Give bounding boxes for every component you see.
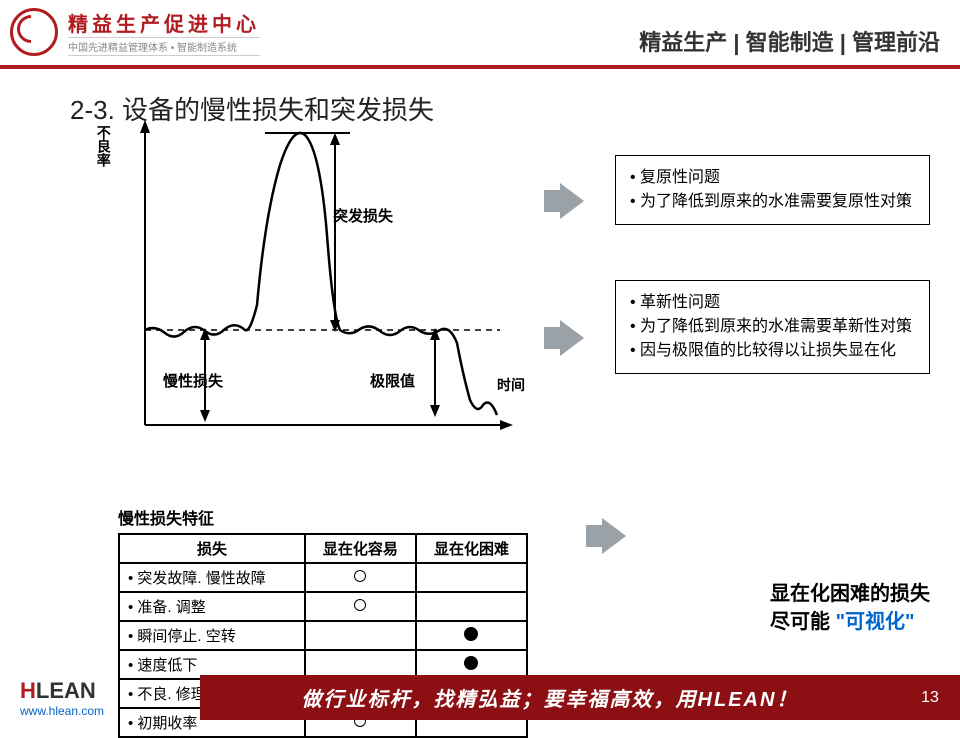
header-divider — [0, 65, 960, 69]
header: 精益生产促进中心 中国先进精益管理体系 • 智能制造系统 精益生产 | 智能制造… — [0, 0, 960, 70]
box-innovation: 革新性问题为了降低到原来的水准需要革新性对策因与极限值的比较得以让损失显在化 — [615, 280, 930, 374]
footer-logo: HLEAN — [20, 678, 200, 704]
footer-left: HLEAN www.hlean.com — [0, 678, 200, 718]
row-label: • 准备. 调整 — [119, 592, 305, 621]
table-header: 显在化困难 — [416, 534, 527, 563]
header-tagline: 精益生产 | 智能制造 | 管理前沿 — [639, 25, 940, 57]
table-row: • 准备. 调整 — [119, 592, 527, 621]
footer-slogan: 做行业标杆，找精弘益；要幸福高效，用HLEAN！ — [200, 675, 900, 720]
info-item: 为了降低到原来的水准需要革新性对策 — [630, 315, 915, 339]
logo-subtitle: 中国先进精益管理体系 • 智能制造系统 — [68, 37, 260, 56]
arrow-icon — [560, 320, 584, 356]
label-sudden-loss: 突发损失 — [333, 205, 393, 226]
logo-icon — [10, 8, 58, 56]
arrow-icon — [602, 518, 626, 554]
row-label: • 突发故障. 慢性故障 — [119, 563, 305, 592]
info-item: 因与极限值的比较得以让损失显在化 — [630, 339, 915, 363]
label-chronic-loss: 慢性损失 — [163, 370, 223, 391]
info-item: 革新性问题 — [630, 291, 915, 315]
circle-open-icon — [354, 599, 366, 611]
hard-cell — [416, 563, 527, 592]
page-number: 13 — [900, 675, 960, 720]
footer-url: www.hlean.com — [20, 704, 200, 718]
table-row: • 瞬间停止. 空转 — [119, 621, 527, 650]
logo-area: 精益生产促进中心 中国先进精益管理体系 • 智能制造系统 — [10, 8, 260, 56]
table-title: 慢性损失特征 — [118, 505, 528, 529]
footer: HLEAN www.hlean.com 做行业标杆，找精弘益；要幸福高效，用HL… — [0, 675, 960, 720]
circle-open-icon — [354, 570, 366, 582]
arrow-icon — [560, 183, 584, 219]
summary-line2: 尽可能 "可视化" — [770, 608, 930, 636]
box-recovery: 复原性问题为了降低到原来的水准需要复原性对策 — [615, 155, 930, 225]
row-label: • 瞬间停止. 空转 — [119, 621, 305, 650]
content: 2-3. 设备的慢性损失和突发损失 不良率 时间 突发损失 慢性损失 极限值 复… — [0, 70, 960, 127]
circle-filled-icon — [464, 656, 478, 670]
x-axis-label: 时间 — [497, 375, 525, 395]
easy-cell — [305, 592, 416, 621]
table-header: 损失 — [119, 534, 305, 563]
easy-cell — [305, 563, 416, 592]
logo-title: 精益生产促进中心 — [68, 8, 260, 37]
summary-line1: 显在化困难的损失 — [770, 580, 930, 608]
info-item: 复原性问题 — [630, 166, 915, 190]
circle-filled-icon — [464, 627, 478, 641]
table-row: • 突发故障. 慢性故障 — [119, 563, 527, 592]
table-header: 显在化容易 — [305, 534, 416, 563]
hard-cell — [416, 592, 527, 621]
summary-text: 显在化困难的损失 尽可能 "可视化" — [770, 580, 930, 636]
label-limit: 极限值 — [370, 370, 415, 391]
loss-chart: 不良率 时间 突发损失 慢性损失 极限值 — [95, 125, 515, 425]
hard-cell — [416, 621, 527, 650]
easy-cell — [305, 621, 416, 650]
info-item: 为了降低到原来的水准需要复原性对策 — [630, 190, 915, 214]
